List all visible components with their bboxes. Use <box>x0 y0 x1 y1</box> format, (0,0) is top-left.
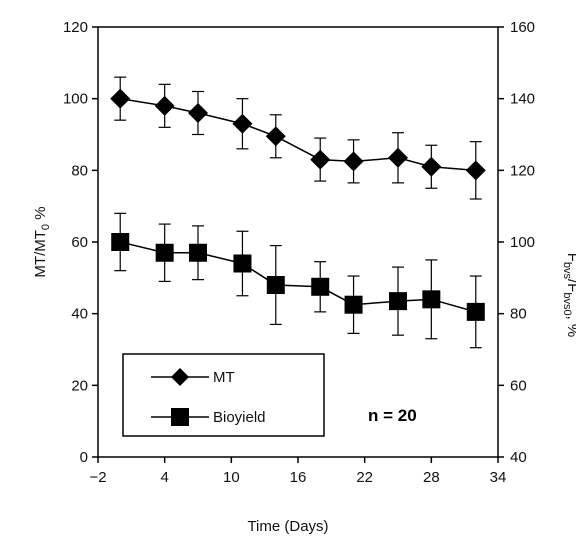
point-mt <box>154 95 175 116</box>
y-axis-title-right-s2: bvs0 <box>561 292 573 315</box>
point-bioyield <box>155 243 174 262</box>
y-right-tick-label: 60 <box>510 377 527 394</box>
y-left-tick-label: 20 <box>71 377 88 394</box>
sample-size-annotation: n = 20 <box>368 406 417 425</box>
y-left-tick-label: 40 <box>71 306 88 323</box>
legend-marker-mt <box>171 368 189 386</box>
y-axis-title-left-main: MT/MT <box>32 230 49 277</box>
series-line-bioyield <box>120 241 476 313</box>
legend-box <box>122 353 325 437</box>
y-axis-title-left: MT/MT0 % <box>32 206 52 277</box>
series-layer <box>110 76 486 349</box>
point-bioyield <box>189 243 207 262</box>
x-tick-label: 28 <box>423 469 440 486</box>
x-tick-label: 16 <box>290 469 307 486</box>
y-right-tick-label: 160 <box>510 19 535 36</box>
y-right-tick-label: 80 <box>510 306 527 323</box>
point-bioyield <box>266 276 285 294</box>
legend: MT Bioyield <box>122 353 325 437</box>
point-bioyield <box>389 292 407 311</box>
y-axis-title-right-s1: bvs <box>561 262 573 280</box>
point-mt <box>265 126 286 147</box>
y-axis-title-right: Fbvs/Fbvs0, % <box>561 253 576 338</box>
legend-label-mt: MT <box>213 369 235 386</box>
x-tick-label: 34 <box>490 469 507 486</box>
y-left-tick-label: 80 <box>71 162 88 179</box>
x-tick-label: 22 <box>356 469 373 486</box>
point-bioyield <box>422 290 441 309</box>
point-bioyield <box>233 254 252 273</box>
y-right-tick-label: 100 <box>510 234 535 251</box>
y-axis-title-right-p1: F <box>564 253 576 262</box>
point-mt <box>388 147 408 168</box>
point-mt <box>232 113 253 134</box>
axes-layer: −2 4 10 16 22 28 34 0 20 40 60 80 100 120 40 60 80 100 120… <box>63 19 535 486</box>
point-mt <box>421 156 442 177</box>
y-axis-title-right-tail: , % <box>564 316 576 338</box>
point-mt <box>110 88 131 109</box>
point-bioyield <box>344 295 363 314</box>
y-axis-title-left-tail: % <box>32 206 49 224</box>
x-tick-label: −2 <box>89 469 106 486</box>
y-left-tick-label: 100 <box>63 91 88 108</box>
x-tick-label: 10 <box>223 469 240 486</box>
point-mt <box>188 103 208 123</box>
point-mt <box>310 149 331 170</box>
point-bioyield <box>111 233 130 251</box>
y-right-tick-label: 140 <box>510 91 535 108</box>
x-tick-label: 4 <box>160 469 168 486</box>
y-right-tick-label: 40 <box>510 449 527 466</box>
legend-label-bioyield: Bioyield <box>213 409 266 426</box>
point-mt <box>343 151 364 172</box>
y-right-tick-label: 120 <box>510 162 535 179</box>
x-axis-title: Time (Days) <box>247 518 328 535</box>
y-axis-title-left-sub: 0 <box>40 224 52 230</box>
y-left-tick-label: 120 <box>63 19 88 36</box>
y-left-tick-label: 60 <box>71 234 88 251</box>
legend-marker-bioyield <box>171 408 189 426</box>
point-bioyield <box>466 302 485 321</box>
point-mt <box>465 160 486 181</box>
y-left-tick-label: 0 <box>80 449 88 466</box>
y-axis-title-right-p2: /F <box>564 279 576 292</box>
point-bioyield <box>311 277 330 296</box>
series-line-mt <box>120 97 476 172</box>
